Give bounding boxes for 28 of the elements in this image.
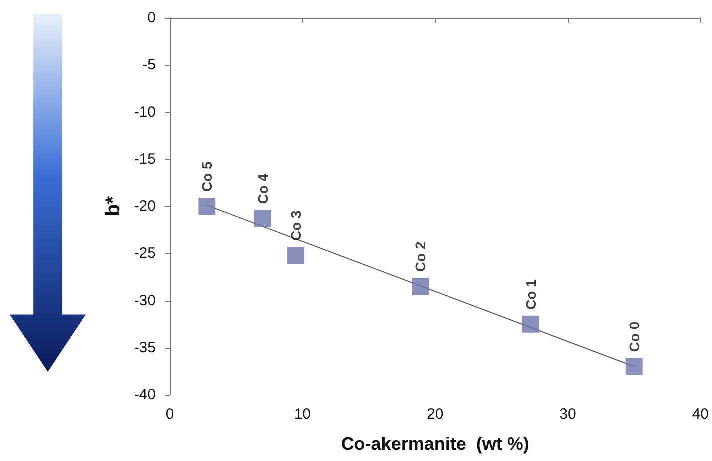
y-tick-label: -5 — [142, 56, 156, 74]
annotation: Co 0 — [626, 322, 642, 352]
x-tick-label: 10 — [294, 406, 312, 423]
x-tick-label: 40 — [692, 406, 709, 423]
x-tick-label: 0 — [166, 406, 174, 423]
annotation: Co 3 — [288, 210, 304, 242]
point — [198, 198, 216, 215]
annotation: Co 1 — [522, 279, 539, 310]
annotation: Co 4 — [254, 174, 271, 204]
y-tick-label: -10 — [134, 104, 156, 121]
y-tick-label: -15 — [134, 150, 156, 168]
y-tick-label: -40 — [134, 386, 156, 404]
x-axis-title: Co-akermanite (wt %) — [341, 434, 530, 454]
point — [626, 358, 643, 376]
point — [254, 210, 272, 228]
y-axis-title: b* — [102, 196, 124, 216]
y-tick-label: -25 — [134, 245, 156, 262]
y-tick-label: -30 — [134, 292, 156, 310]
y-tick-label: 0 — [148, 10, 156, 26]
point — [288, 247, 305, 264]
annotation: Co 2 — [412, 242, 429, 272]
y-tick-label: -35 — [134, 339, 156, 356]
annotation: Co 5 — [199, 161, 216, 192]
point — [522, 316, 540, 333]
x-tick-label: 30 — [560, 406, 576, 423]
y-tick-label: -20 — [134, 198, 156, 215]
x-tick-label: 20 — [426, 406, 444, 423]
point — [412, 278, 430, 296]
